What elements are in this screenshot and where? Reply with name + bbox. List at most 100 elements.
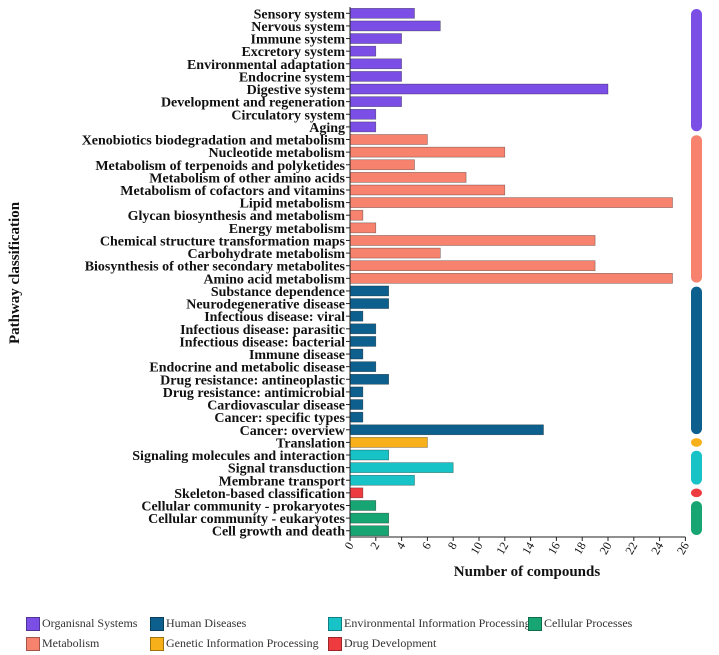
legend-item-human-diseases: Human Diseases bbox=[150, 616, 246, 631]
legend-swatch bbox=[26, 636, 40, 651]
bar-endocrine-and-metabolic-disease bbox=[349, 361, 377, 372]
bar-xenobiotics-biodegradation-and-metabolism bbox=[349, 134, 428, 145]
bar-metabolism-of-terpenoids-and-polyketides bbox=[349, 159, 415, 171]
x-tick-label: 14 bbox=[519, 540, 537, 557]
category-label-drug-resistance-antimicrobial: Drug resistance: antimicrobial bbox=[163, 386, 345, 401]
category-label-translation: Translation bbox=[276, 436, 345, 451]
category-label-biosynthesis-of-other-secondary-metabolites: Biosynthesis of other secondary metaboli… bbox=[85, 260, 346, 275]
legend-label: Cellular Processes bbox=[544, 616, 633, 630]
x-tick-label: 8 bbox=[445, 540, 460, 552]
bar-membrane-transport bbox=[349, 474, 415, 486]
category-label-cellular-community-eukaryotes: Cellular community - eukaryotes bbox=[148, 512, 345, 527]
category-label-cellular-community-prokaryotes: Cellular community - prokaryotes bbox=[141, 499, 345, 514]
category-label-carbohydrate-metabolism: Carbohydrate metabolism bbox=[188, 247, 346, 262]
category-label-cell-growth-and-death: Cell growth and death bbox=[212, 525, 345, 540]
category-label-chemical-structure-transformation-maps: Chemical structure transformation maps bbox=[100, 234, 346, 249]
bar-development-and-regeneration bbox=[349, 96, 402, 107]
group-strips bbox=[691, 9, 702, 536]
bar-aging bbox=[349, 121, 377, 133]
category-label-immune-disease: Immune disease bbox=[249, 348, 345, 363]
category-label-metabolism-of-other-amino-acids: Metabolism of other amino acids bbox=[149, 171, 345, 186]
category-label-nervous-system: Nervous system bbox=[251, 20, 345, 35]
bar-cell-growth-and-death bbox=[349, 525, 390, 537]
bar-signal-transduction bbox=[349, 462, 454, 473]
category-label-immune-system: Immune system bbox=[251, 33, 346, 48]
bar-infectious-disease-parasitic bbox=[349, 323, 377, 335]
category-label-metabolism-of-terpenoids-and-polyketides: Metabolism of terpenoids and polyketides bbox=[95, 159, 345, 174]
bar-cellular-community-eukaryotes bbox=[349, 512, 390, 524]
legend-swatch bbox=[150, 616, 164, 631]
category-label-digestive-system: Digestive system bbox=[247, 83, 346, 98]
bar-biosynthesis-of-other-secondary-metabolites bbox=[349, 260, 596, 272]
legend-item-organismal-systems: Organisnal Systems bbox=[26, 616, 137, 631]
x-tick-label: 16 bbox=[545, 540, 563, 557]
bar-amino-acid-metabolism bbox=[349, 273, 673, 284]
bar-metabolism-of-cofactors-and-vitamins bbox=[349, 184, 506, 196]
category-label-amino-acid-metabolism: Amino acid metabolism bbox=[203, 272, 345, 287]
y-axis-title: Pathway classification bbox=[7, 201, 23, 344]
x-tick-label: 0 bbox=[341, 540, 356, 552]
group-strip-drug-development bbox=[691, 488, 702, 498]
category-label-infectious-disease-parasitic: Infectious disease: parasitic bbox=[180, 323, 345, 338]
x-tick-label: 24 bbox=[648, 540, 666, 557]
bar-cancer-overview bbox=[349, 424, 544, 436]
category-label-metabolism-of-cofactors-and-vitamins: Metabolism of cofactors and vitamins bbox=[120, 184, 345, 199]
group-strip-cellular-processes bbox=[691, 501, 702, 536]
category-label-circulatory-system: Circulatory system bbox=[231, 108, 345, 123]
category-label-nucleotide-metabolism: Nucleotide metabolism bbox=[209, 146, 346, 161]
bar-infectious-disease-bacterial bbox=[349, 336, 377, 347]
x-tick-label: 26 bbox=[674, 540, 692, 557]
legend-label: Genetic Information Processing bbox=[166, 636, 319, 650]
x-tick-label: 18 bbox=[571, 540, 589, 557]
bar-nucleotide-metabolism bbox=[349, 146, 506, 158]
group-strip-genetic-information-processing bbox=[691, 438, 702, 447]
group-strip-metabolism bbox=[691, 135, 702, 283]
category-label-cancer-overview: Cancer: overview bbox=[240, 424, 346, 439]
bar-endocrine-system bbox=[349, 71, 402, 82]
category-label-cancer-specific-types: Cancer: specific types bbox=[214, 411, 345, 426]
legend-item-genetic-information-processing: Genetic Information Processing bbox=[150, 636, 319, 651]
category-label-energy-metabolism: Energy metabolism bbox=[229, 222, 346, 237]
category-label-xenobiotics-biodegradation-and-metabolism: Xenobiotics biodegradation and metabolis… bbox=[82, 134, 346, 149]
bar-translation bbox=[349, 437, 428, 448]
legend-swatch bbox=[328, 616, 342, 631]
x-tick-label: 10 bbox=[467, 540, 485, 557]
category-label-substance-dependence: Substance dependence bbox=[211, 285, 345, 300]
x-axis-title: Number of compounds bbox=[454, 564, 601, 580]
bar-energy-metabolism bbox=[349, 222, 377, 234]
bar-circulatory-system bbox=[349, 108, 377, 120]
legend-swatch bbox=[26, 616, 40, 631]
legend-item-drug-development: Drug Development bbox=[328, 636, 436, 651]
legend-label: Human Diseases bbox=[166, 616, 247, 630]
bars bbox=[349, 8, 673, 537]
x-tick-label: 22 bbox=[622, 540, 640, 557]
bar-skeleton-based-classification bbox=[349, 487, 364, 499]
bar-drug-resistance-antimicrobial bbox=[349, 386, 364, 398]
x-tick-label: 6 bbox=[419, 540, 434, 552]
category-label-glycan-biosynthesis-and-metabolism: Glycan biosynthesis and metabolism bbox=[128, 209, 346, 224]
category-label-development-and-regeneration: Development and regeneration bbox=[161, 96, 345, 111]
group-strip-environmental-information-processing bbox=[691, 450, 702, 485]
bar-signaling-molecules-and-interaction bbox=[349, 449, 390, 461]
x-tick-label: 4 bbox=[393, 540, 408, 552]
group-strip-organismal-systems bbox=[691, 9, 702, 132]
category-label-neurodegenerative-disease: Neurodegenerative disease bbox=[186, 298, 345, 313]
legend: Organisnal Systems Human Diseases Environm… bbox=[0, 610, 719, 655]
bar-cellular-community-prokaryotes bbox=[349, 500, 377, 511]
bar-sensory-system bbox=[349, 8, 415, 19]
group-strip-human-diseases bbox=[691, 286, 702, 435]
legend-swatch bbox=[328, 636, 342, 651]
bar-excretory-system bbox=[349, 45, 377, 57]
legend-label: Drug Development bbox=[344, 636, 437, 650]
x-tick-label: 20 bbox=[596, 540, 614, 557]
bar-drug-resistance-antineoplastic bbox=[349, 373, 390, 385]
bar-environmental-adaptation bbox=[349, 58, 402, 70]
category-label-drug-resistance-antineoplastic: Drug resistance: antineoplastic bbox=[160, 373, 345, 388]
category-label-aging: Aging bbox=[309, 121, 345, 136]
bar-neurodegenerative-disease bbox=[349, 298, 390, 309]
legend-swatch bbox=[150, 636, 164, 651]
bar-substance-dependence bbox=[349, 285, 390, 297]
category-label-cardiovascular-disease: Cardiovascular disease bbox=[207, 399, 345, 414]
